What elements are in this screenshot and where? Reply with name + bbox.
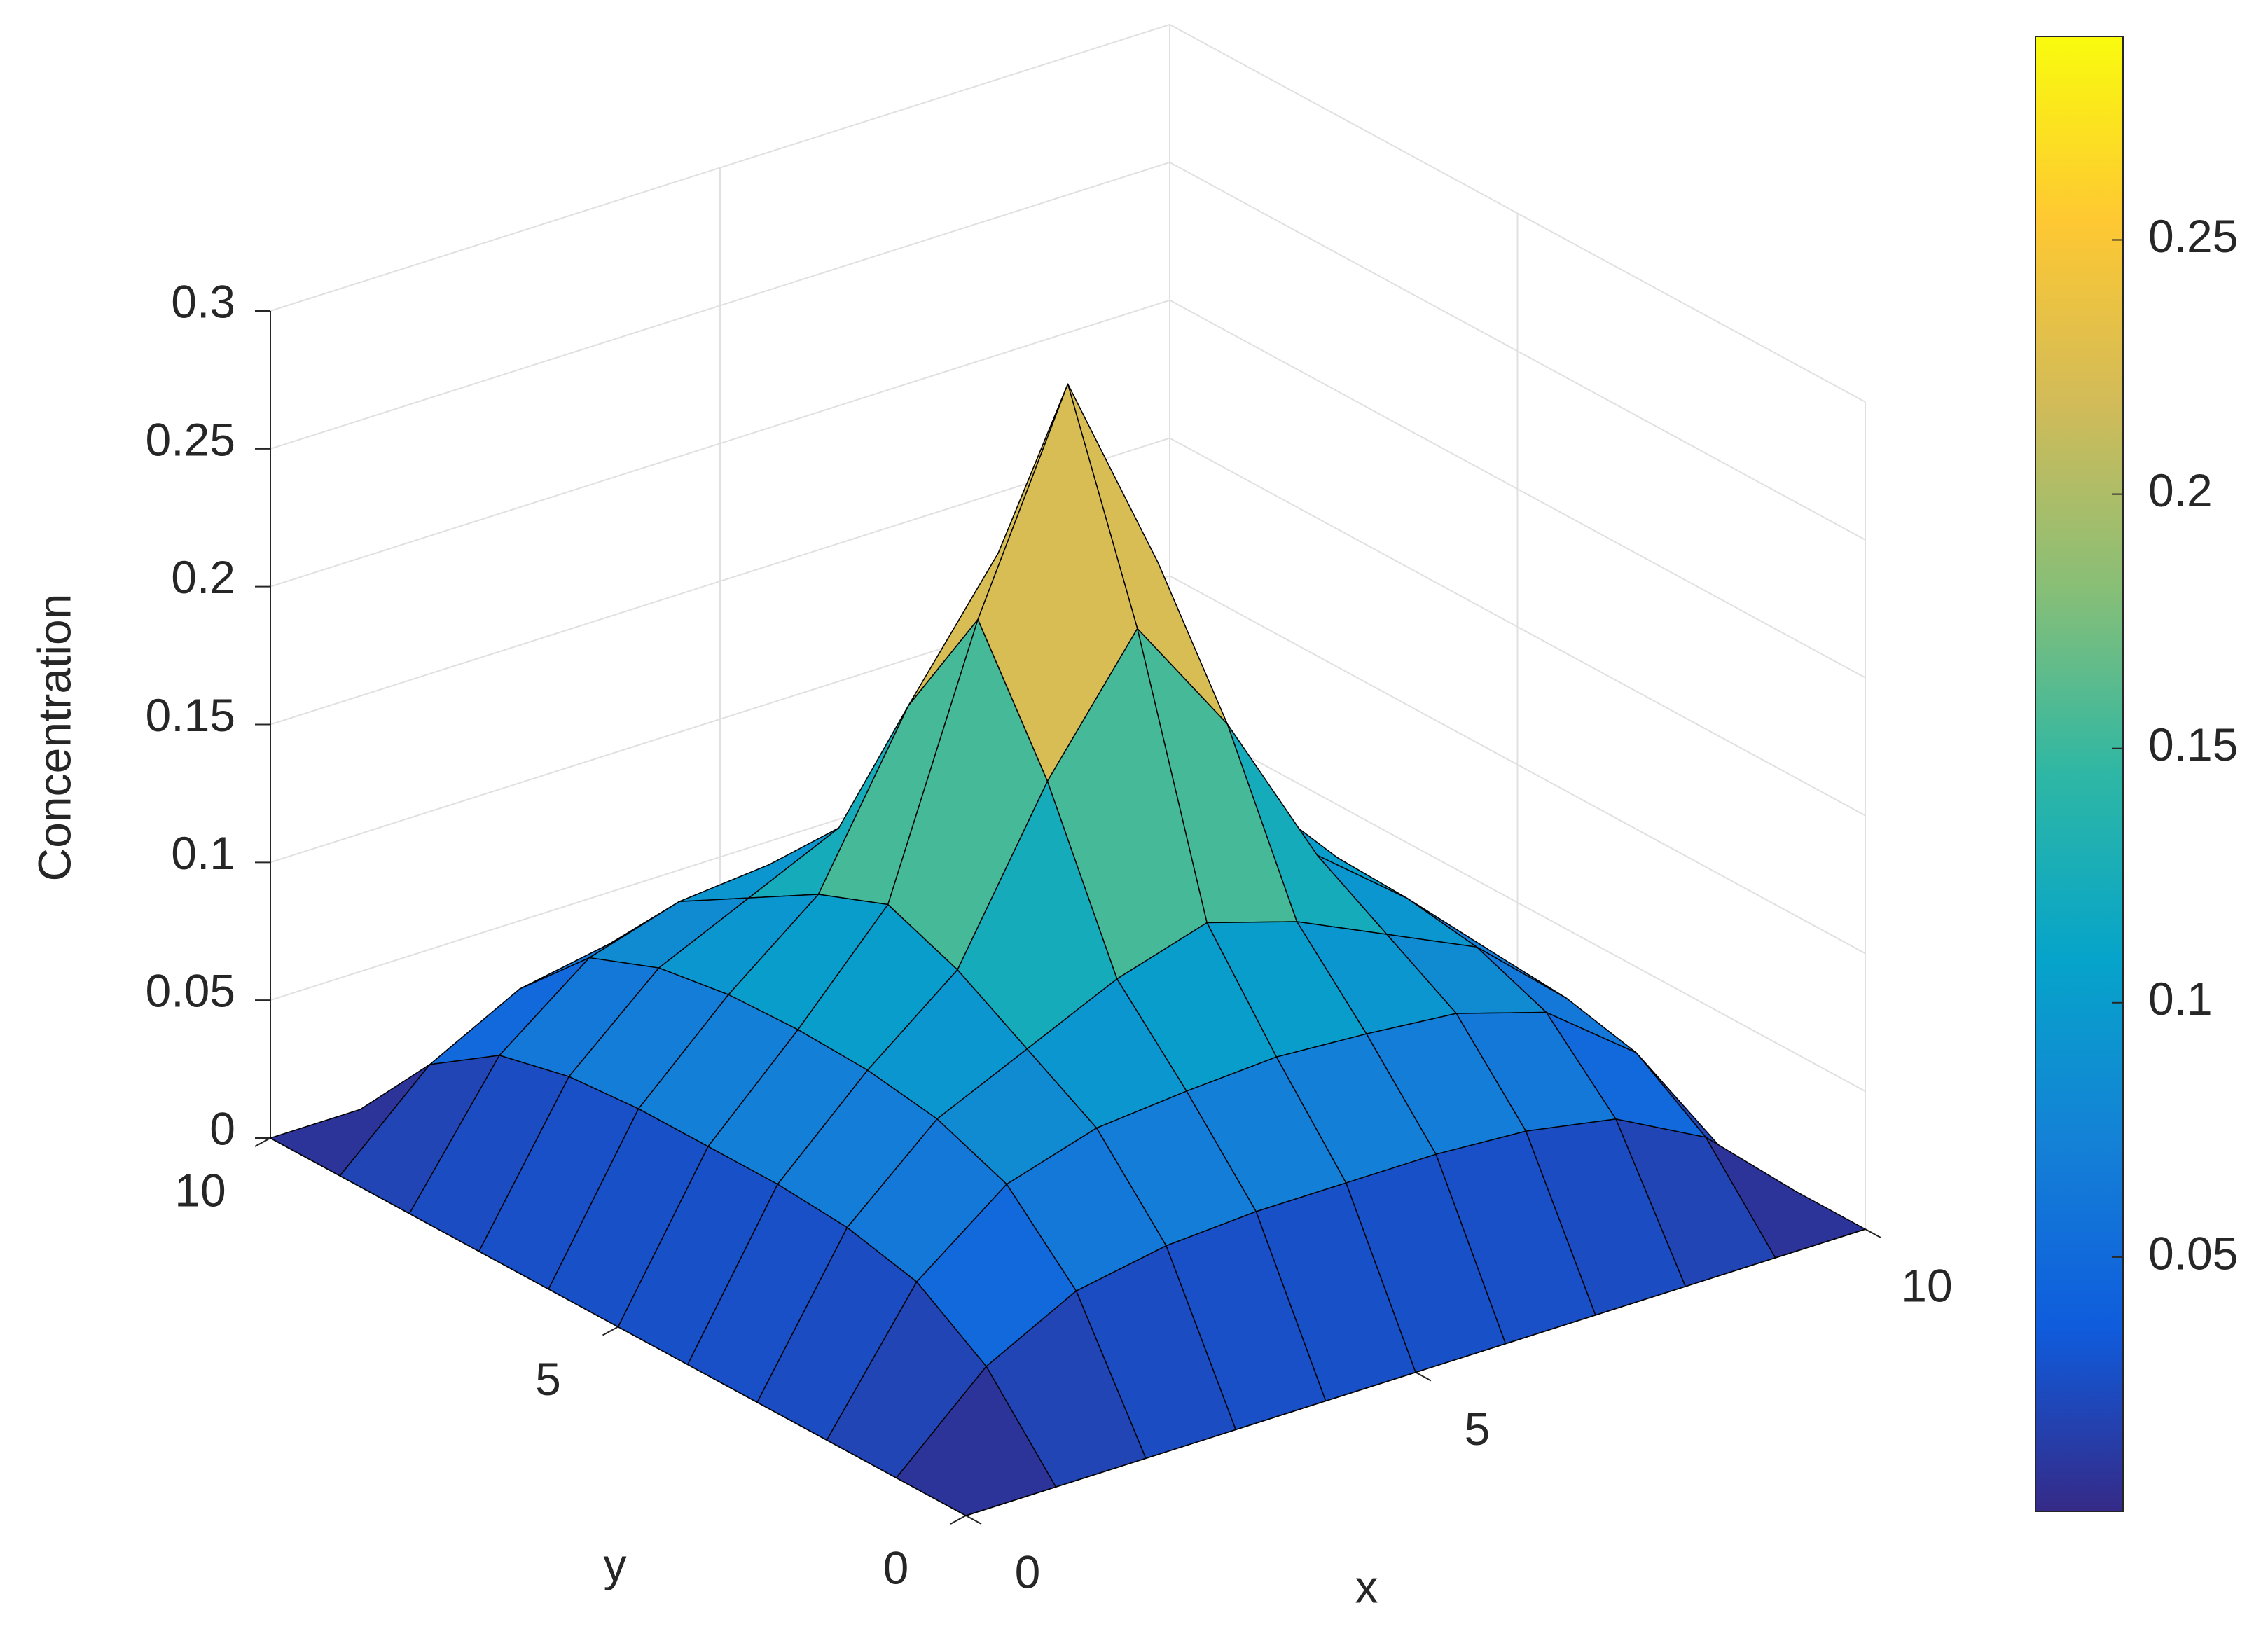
z-axis-label: Concentration [28,594,80,882]
colorbar-tick-label: 0.1 [2148,973,2213,1025]
surface [270,383,1866,1516]
surface-patch [895,1366,1057,1516]
y-axis-label: y [604,1539,627,1590]
z-tick-label: 0.3 [171,275,235,327]
z-tick-label: 0.2 [171,551,235,603]
colorbar-tick-label: 0.2 [2148,464,2213,516]
tick-mark [950,1515,967,1525]
x-tick-label: 0 [1015,1546,1041,1597]
z-tick-label: 0 [209,1102,235,1154]
x-axis-label: x [1355,1560,1378,1612]
x-tick-label: 5 [1465,1403,1491,1455]
y-tick-label: 0 [883,1541,909,1593]
z-tick-label: 0.25 [146,413,235,465]
colorbar [2035,36,2124,1512]
colorbar-tick-label: 0.25 [2148,210,2238,262]
z-tick-label: 0.15 [146,689,235,741]
tick-mark [254,1137,271,1147]
z-tick-label: 0.1 [171,827,235,879]
colorbar-tick-label: 0.15 [2148,719,2238,770]
y-tick-label: 10 [174,1164,226,1216]
x-tick-label: 10 [1901,1259,1952,1311]
y-tick-label: 5 [535,1353,561,1405]
tick-mark [1415,1371,1432,1382]
tick-mark [602,1326,618,1336]
colorbar-tick-label: 0.05 [2148,1227,2238,1279]
tick-mark [1865,1228,1881,1238]
tick-mark [965,1515,982,1525]
z-tick-label: 0.05 [146,965,235,1017]
